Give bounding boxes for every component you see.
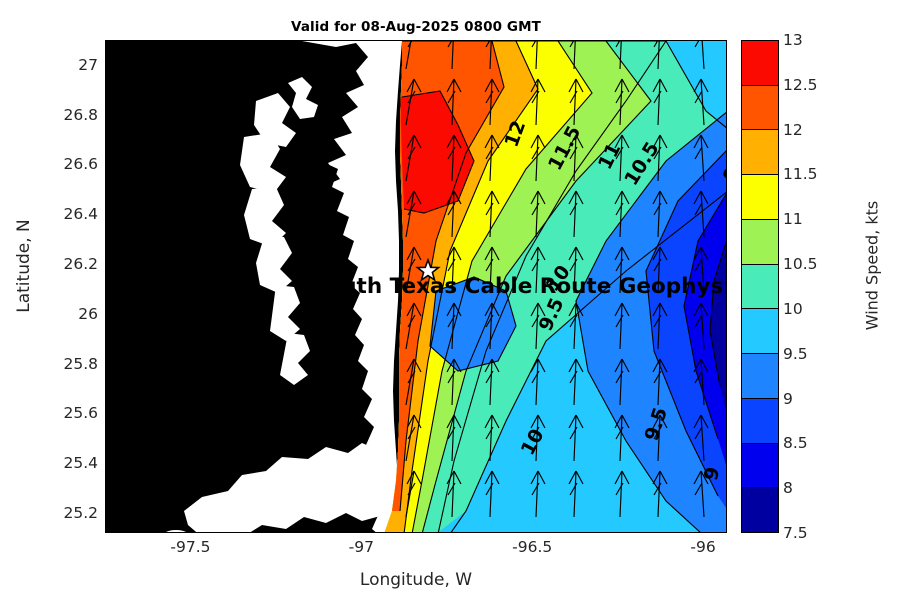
colorbar-band xyxy=(742,129,778,175)
x-axis-ticks: -97.5 -97 -96.5 -96 xyxy=(105,538,727,564)
star-marker[interactable] xyxy=(415,257,441,282)
contour-label: 9.5 xyxy=(641,405,672,444)
colorbar-tick-label: 7.5 xyxy=(783,524,808,542)
y-tick-label: 26.2 xyxy=(63,255,98,274)
colorbar-tick-label: 10.5 xyxy=(783,255,818,274)
colorbar-tick-label: 12 xyxy=(783,120,803,139)
contour-label: 10 xyxy=(517,425,549,459)
colorbar-band xyxy=(742,84,778,130)
colorbar-band xyxy=(742,308,778,354)
colorbar-tick-label: 9.5 xyxy=(783,344,808,363)
colorbar-band xyxy=(742,487,778,533)
colorbar-band xyxy=(742,41,778,85)
y-tick-label: 27 xyxy=(78,55,98,74)
colorbar-tick-label: 11.5 xyxy=(783,165,818,184)
colorbar-band xyxy=(742,174,778,219)
colorbar-band xyxy=(742,397,778,443)
y-tick-label: 26 xyxy=(78,304,98,323)
colorbar-band xyxy=(742,218,778,264)
contour-label: 9 xyxy=(700,465,724,483)
colorbar-label: Wind Speed, kts xyxy=(862,200,882,331)
colorbar-band xyxy=(742,263,778,309)
colorbar-ticks: 13 12.5 12 11.5 11 10.5 10 9.5 9 8.5 8 7.5 xyxy=(783,31,833,542)
colorbar-tick-label: 8.5 xyxy=(783,434,808,453)
x-tick-label: -96.5 xyxy=(512,538,553,556)
colorbar-tick-label: 9 xyxy=(783,389,793,408)
x-tick-label: -97.5 xyxy=(170,538,211,556)
contour-label: 10 xyxy=(541,261,574,295)
y-tick-label: 26.8 xyxy=(63,105,98,124)
contour-label: 10.5 xyxy=(620,138,664,189)
colorbar[interactable] xyxy=(741,40,779,533)
x-tick-label: -96 xyxy=(690,538,716,556)
colorbar-tick-label: 10 xyxy=(783,299,803,318)
y-tick-label: 25.8 xyxy=(63,354,98,373)
x-axis-label: Longitude, W xyxy=(359,570,473,590)
y-tick-label: 25.4 xyxy=(63,454,98,473)
y-tick-label: 25.2 xyxy=(63,504,98,523)
colorbar-band xyxy=(742,353,778,398)
y-tick-label: 26.6 xyxy=(63,155,98,174)
colorbar-tick-label: 12.5 xyxy=(783,75,818,94)
x-tick-label: -97 xyxy=(348,538,374,556)
colorbar-tick-label: 8 xyxy=(783,479,793,498)
wind-speed-contour-map xyxy=(106,41,726,532)
y-axis-ticks: 27 26.8 26.6 26.4 26.2 26 25.8 25.6 25.4 25.2 xyxy=(30,40,98,533)
figure-title: Valid for 08-Aug-2025 0800 GMT xyxy=(291,19,541,35)
colorbar-band xyxy=(742,442,778,488)
y-axis-label: Latitude, N xyxy=(14,219,34,313)
contour-label: 11.5 xyxy=(544,122,585,174)
y-tick-label: 25.6 xyxy=(63,404,98,423)
contour-label: 9.5 xyxy=(535,295,569,335)
colorbar-tick-label: 13 xyxy=(783,31,803,49)
colorbar-tick-label: 11 xyxy=(783,210,803,229)
y-tick-label: 26.4 xyxy=(63,205,98,224)
contour-label: 12 xyxy=(501,118,531,150)
contour-label: 9.5 xyxy=(718,146,726,186)
